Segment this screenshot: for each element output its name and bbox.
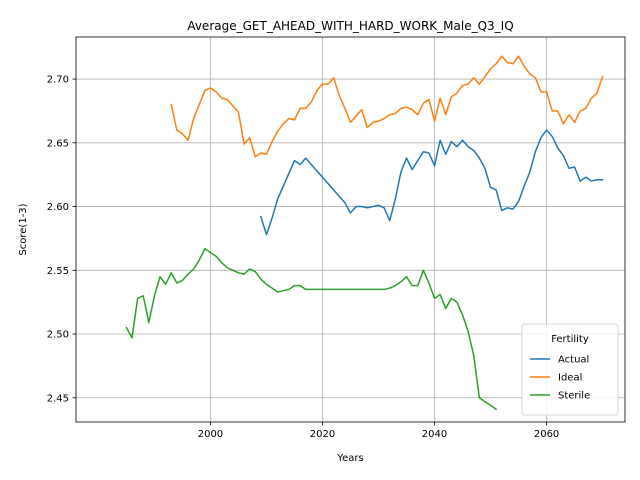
x-tick-label: 2000: [198, 429, 223, 440]
y-axis-ticks: 2.45 2.50 2.55 2.60 2.65 2.70: [47, 75, 76, 404]
x-tick-label: 2040: [422, 429, 447, 440]
x-axis-label: Years: [336, 453, 363, 464]
series-layer: [125, 55, 604, 411]
chart-title: Average_GET_AHEAD_WITH_HARD_WORK_Male_Q3…: [187, 19, 513, 33]
legend-label-actual: Actual: [558, 355, 589, 366]
legend-label-ideal: Ideal: [558, 373, 582, 384]
x-tick-label: 2060: [534, 429, 559, 440]
y-tick-label: 2.45: [47, 393, 69, 404]
grid-lines: [76, 37, 625, 422]
y-tick-label: 2.65: [47, 138, 69, 149]
x-tick-label: 2020: [310, 429, 335, 440]
legend-label-sterile: Sterile: [558, 391, 590, 402]
y-tick-label: 2.55: [47, 266, 69, 277]
series-line-actual: [259, 129, 604, 236]
legend-title: Fertility: [551, 334, 589, 345]
legend-box: [521, 323, 619, 416]
y-tick-label: 2.60: [47, 202, 69, 213]
x-axis-ticks: 2000 2020 2040 2060: [198, 422, 559, 440]
series-line-ideal: [170, 55, 604, 158]
y-tick-label: 2.50: [47, 330, 69, 341]
series-line-sterile: [125, 247, 498, 411]
plot-frame: [75, 36, 626, 423]
y-axis-label: Score(1-3): [18, 203, 29, 255]
legend-items: Actual Ideal Sterile: [530, 355, 590, 402]
y-tick-label: 2.70: [47, 75, 69, 86]
legend: Fertility Actual Ideal Sterile: [521, 323, 619, 416]
